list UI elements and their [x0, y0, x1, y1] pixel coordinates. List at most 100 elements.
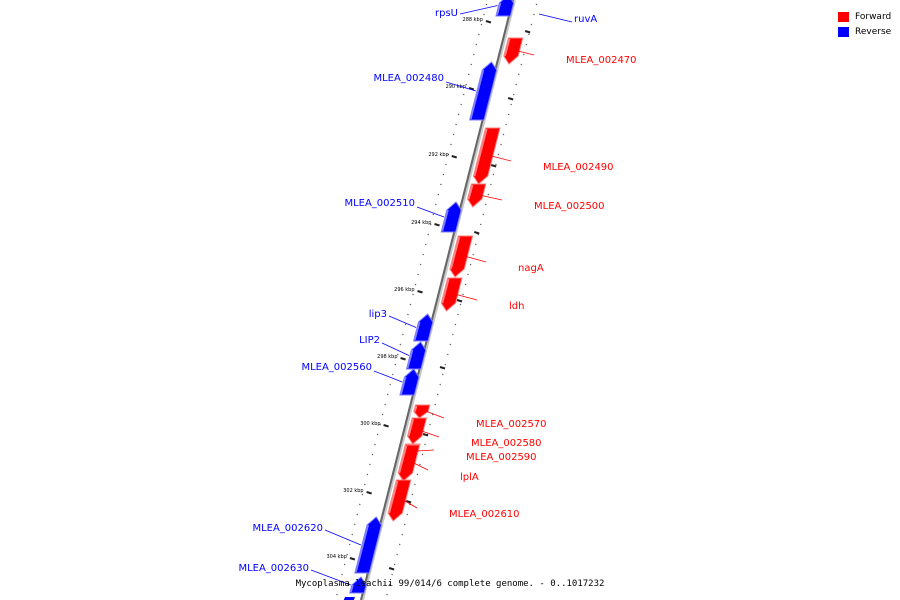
- minor-tick-right: [487, 193, 490, 196]
- major-tick-left: [366, 491, 372, 495]
- minor-tick-right: [464, 283, 467, 286]
- gene-highlight: [449, 236, 461, 270]
- minor-tick-left: [402, 333, 404, 336]
- gene-label-mlea-002510[interactable]: MLEA_002510: [344, 198, 415, 209]
- map-caption: Mycoplasma leachii 99/014/6 complete gen…: [295, 579, 605, 589]
- minor-tick-right: [421, 453, 424, 456]
- minor-tick-right: [530, 23, 533, 26]
- minor-tick-right: [535, 3, 538, 6]
- reverse-swatch-icon: [838, 26, 849, 37]
- minor-tick-left: [412, 293, 414, 296]
- gene-layer: [343, 0, 524, 600]
- minor-tick-right: [408, 503, 411, 506]
- legend: Forward Reverse: [838, 9, 891, 39]
- gene-lpla[interactable]: [397, 444, 421, 482]
- gene-lip2[interactable]: [405, 341, 427, 370]
- gene-ldh[interactable]: [440, 277, 463, 312]
- gene-connector: [459, 5, 498, 15]
- gene-mlea-002560[interactable]: [399, 368, 420, 396]
- gene-connector: [416, 206, 445, 218]
- gene-label-ruva[interactable]: ruvA: [574, 14, 597, 25]
- gene-mlea-002570[interactable]: [413, 404, 431, 419]
- gene-label-mlea-002630[interactable]: MLEA_002630: [238, 563, 309, 574]
- major-tick-right: [473, 231, 480, 235]
- gene-arrow[interactable]: [387, 479, 412, 522]
- gene-arrow[interactable]: [449, 235, 474, 278]
- gene-label-rpsu[interactable]: rpsU: [435, 8, 458, 19]
- gene-highlight: [473, 128, 488, 177]
- minor-tick-left: [427, 233, 430, 236]
- legend-item-reverse: Reverse: [838, 24, 891, 39]
- minor-tick-left: [371, 453, 374, 456]
- minor-tick-right: [434, 403, 437, 406]
- gene-highlight: [503, 38, 511, 57]
- gene-label-mlea-002620[interactable]: MLEA_002620: [252, 523, 323, 534]
- gene-mlea-002580[interactable]: [407, 417, 428, 445]
- gene-naga[interactable]: [449, 235, 474, 278]
- tick-label: 294 kbp: [411, 220, 431, 226]
- gene-connector: [324, 529, 362, 546]
- minor-tick-left: [485, 3, 488, 6]
- gene-label-naga[interactable]: nagA: [518, 263, 544, 274]
- minor-tick-right: [497, 153, 500, 156]
- minor-tick-left: [391, 373, 394, 376]
- gene-label-lip2[interactable]: LIP2: [359, 335, 380, 346]
- minor-tick-right: [457, 313, 459, 316]
- gene-connector: [413, 462, 429, 471]
- gene-arrow[interactable]: [467, 183, 487, 208]
- gene-label-ldh[interactable]: ldh: [509, 301, 524, 312]
- gene-connector: [491, 155, 512, 162]
- minor-tick-right: [490, 183, 492, 186]
- minor-tick-right: [386, 593, 388, 596]
- gene-label-layer: rpsU ruvA MLEA_002470 MLEA_002480 MLEA_00249…: [238, 5, 637, 586]
- gene-connector: [481, 195, 503, 201]
- minor-tick-left: [409, 303, 412, 306]
- gene-mlea-002610[interactable]: [387, 479, 412, 522]
- gene-mlea-002510[interactable]: [440, 201, 462, 233]
- gene-label-lpla[interactable]: lplA: [460, 472, 479, 483]
- gene-highlight: [413, 405, 418, 412]
- tick-label: 298 kbp: [377, 354, 397, 360]
- gene-highlight: [349, 584, 354, 593]
- minor-tick-right: [452, 333, 454, 336]
- gene-label-mlea-002470[interactable]: MLEA_002470: [566, 55, 637, 66]
- major-tick-right: [422, 433, 429, 437]
- gene-mlea-002490[interactable]: [472, 127, 501, 185]
- minor-tick-right: [525, 43, 528, 46]
- gene-mlea-002630[interactable]: [349, 576, 367, 594]
- gene-label-mlea-002590[interactable]: MLEA_002590: [466, 452, 537, 463]
- minor-tick-left: [465, 83, 468, 86]
- gene-mlea-002500[interactable]: [467, 183, 487, 208]
- gene-highlight: [354, 524, 369, 573]
- gene-arrow[interactable]: [472, 127, 501, 185]
- gene-lip3[interactable]: [412, 313, 434, 342]
- minor-tick-left: [429, 223, 432, 226]
- gene-highlight: [467, 184, 474, 200]
- gene-arrow[interactable]: [413, 404, 431, 419]
- gene-label-lip3[interactable]: lip3: [369, 309, 387, 320]
- gene-highlight: [413, 321, 421, 341]
- gene-label-mlea-002490[interactable]: MLEA_002490: [543, 162, 614, 173]
- gene-mlea-002620[interactable]: [354, 516, 382, 574]
- gene-label-mlea-002560[interactable]: MLEA_002560: [301, 362, 372, 373]
- gene-label-mlea-002610[interactable]: MLEA_002610: [449, 509, 520, 520]
- minor-tick-left: [483, 13, 485, 16]
- minor-tick-right: [439, 383, 442, 386]
- minor-tick-right: [517, 73, 520, 76]
- gene-label-mlea-002580[interactable]: MLEA_002580: [471, 438, 542, 449]
- minor-tick-left: [338, 583, 341, 586]
- gene-mlea-002470[interactable]: [503, 37, 524, 65]
- gene-label-mlea-002480[interactable]: MLEA_002480: [373, 73, 444, 84]
- minor-tick-left: [389, 383, 392, 386]
- gene-label-mlea-002570[interactable]: MLEA_002570: [476, 419, 547, 430]
- major-tick-right: [439, 366, 446, 370]
- gene-connector: [421, 430, 440, 438]
- minor-tick-left: [364, 483, 366, 486]
- gene-mlea-002480[interactable]: [468, 61, 498, 121]
- minor-tick-left: [440, 183, 442, 186]
- minor-tick-left: [419, 263, 422, 266]
- gene-connector: [373, 370, 403, 383]
- gene-label-mlea-002500[interactable]: MLEA_002500: [534, 201, 605, 212]
- tick-layer: 288 kbp 290 kbp 292 kbp 294 kbp 296 kbp 298 k…: [327, 3, 538, 596]
- gene-rpsu[interactable]: [495, 0, 515, 17]
